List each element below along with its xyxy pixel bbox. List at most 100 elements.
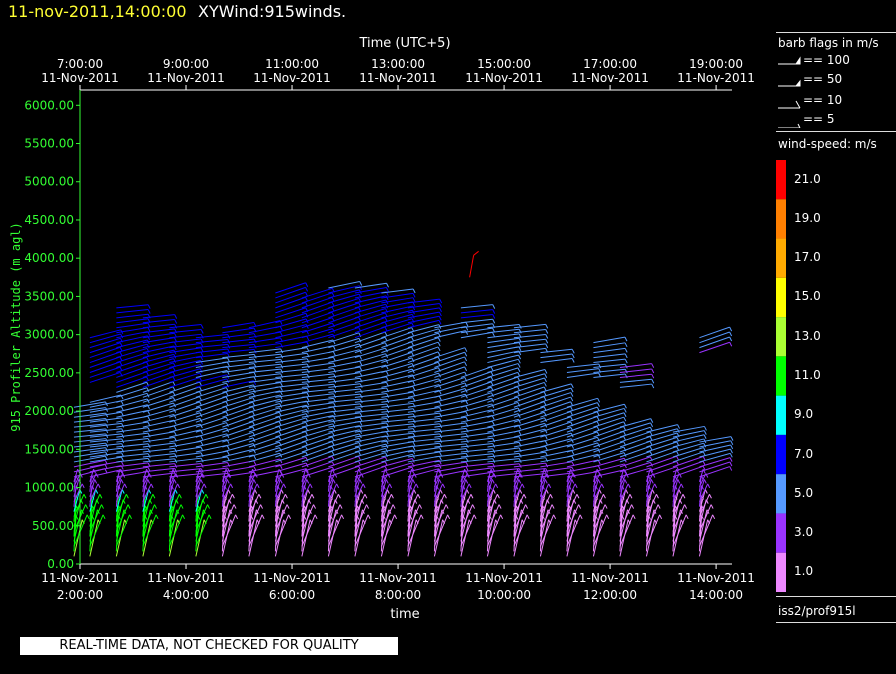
- barb-shaft: [301, 393, 334, 398]
- barb-shaft: [354, 504, 368, 532]
- wind-barb: [221, 514, 239, 547]
- wind-barb: [645, 504, 661, 532]
- barb-flag: [574, 483, 578, 489]
- barb-flag: [597, 402, 600, 407]
- barb-shaft: [672, 434, 705, 443]
- barb-shaft: [301, 333, 333, 344]
- barb-flag: [358, 338, 362, 343]
- barb-flag: [252, 416, 255, 421]
- barb-shaft: [513, 473, 521, 487]
- barb-flag: [437, 351, 441, 357]
- wind-barb: [328, 416, 363, 423]
- wind-barb: [513, 373, 548, 383]
- barb-shaft: [116, 457, 149, 463]
- barb-flag: [83, 494, 87, 499]
- barb-shaft: [275, 282, 306, 294]
- barb-flag: [226, 433, 230, 439]
- wind-barb: [434, 351, 468, 364]
- wind-barb: [381, 357, 415, 368]
- wind-barb: [566, 436, 600, 448]
- barb-flag: [545, 339, 549, 344]
- barb-flag: [412, 297, 416, 302]
- barb-shaft: [539, 483, 550, 502]
- wind-barb: [328, 349, 362, 359]
- barb-shaft: [169, 401, 200, 413]
- barb-shaft: [380, 483, 391, 502]
- barb-flag: [200, 329, 204, 334]
- wind-barb: [566, 397, 601, 408]
- wind-barb: [328, 316, 362, 329]
- wind-barb: [539, 504, 555, 532]
- wind-barb: [354, 431, 389, 438]
- y-tick-label: 6000.00: [24, 98, 74, 112]
- barb-shaft: [248, 368, 281, 373]
- barb-shaft: [486, 504, 500, 532]
- barb-flag: [729, 466, 733, 471]
- barb-shaft: [222, 401, 253, 413]
- barb-shaft: [354, 403, 387, 408]
- barb-shaft: [328, 302, 359, 314]
- barb-flag: [120, 333, 124, 339]
- barb-shaft: [275, 341, 307, 349]
- barb-shaft: [487, 342, 520, 349]
- barb-shaft: [301, 461, 333, 473]
- y-tick-label: 1500.00: [24, 442, 74, 456]
- barb-shaft: [222, 371, 255, 378]
- barb-shaft: [169, 412, 201, 423]
- header-datetime: 11-nov-2011,14:00:00: [8, 2, 187, 21]
- barb-shaft: [592, 519, 603, 557]
- barb-shaft: [566, 406, 598, 418]
- barb-shaft: [248, 441, 280, 453]
- barb-flag: [174, 314, 178, 319]
- barb-flag: [384, 326, 388, 332]
- barb-shaft: [169, 429, 201, 438]
- wind-barb: [699, 444, 734, 453]
- wind-barb: [327, 489, 337, 512]
- barb-shaft: [592, 504, 606, 532]
- barb-flag: [359, 383, 363, 388]
- wind-barb: [168, 504, 184, 532]
- barb-shaft: [222, 421, 253, 433]
- barb-flag: [278, 468, 282, 474]
- barb-shaft: [381, 368, 413, 378]
- wind-barb: [89, 406, 124, 413]
- barb-shaft: [513, 467, 546, 473]
- barb-flag: [392, 504, 396, 509]
- barb-shaft: [274, 514, 290, 547]
- wind-barb: [592, 489, 602, 512]
- barb-shaft: [248, 464, 281, 473]
- wind-barb: [460, 443, 496, 448]
- barb-shaft: [142, 371, 174, 383]
- wind-barb: [195, 361, 230, 369]
- barb-shaft: [381, 453, 413, 463]
- wind-barb: [380, 514, 398, 547]
- barb-shaft: [195, 348, 228, 354]
- barb-shaft: [169, 423, 201, 433]
- barb-shaft: [328, 354, 360, 364]
- barb-flag: [358, 307, 362, 312]
- barb-flag: [465, 405, 469, 411]
- barb-shaft: [169, 386, 200, 398]
- barb-shaft: [116, 366, 147, 378]
- barb-shaft: [593, 426, 624, 438]
- barb-shaft: [116, 398, 148, 408]
- barb-flag: [491, 421, 495, 426]
- barb-flag: [121, 428, 125, 433]
- barb-shaft: [142, 514, 157, 547]
- barb-shaft: [222, 338, 255, 344]
- barb-flag: [419, 504, 423, 509]
- wind-barb: [460, 437, 496, 443]
- barb-flag: [384, 321, 388, 327]
- barb-shaft: [248, 407, 280, 418]
- y-tick-label: 2500.00: [24, 366, 74, 380]
- wind-barb: [619, 383, 655, 389]
- wind-barb: [222, 411, 256, 423]
- barb-shaft: [460, 448, 493, 453]
- wind-barb: [380, 479, 389, 497]
- barb-shaft: [354, 364, 387, 373]
- wind-barb: [221, 483, 234, 502]
- barb-flag: [544, 373, 548, 378]
- wind-barb: [222, 358, 257, 364]
- colorbar-segment: [776, 356, 786, 396]
- barb-shaft: [513, 489, 521, 512]
